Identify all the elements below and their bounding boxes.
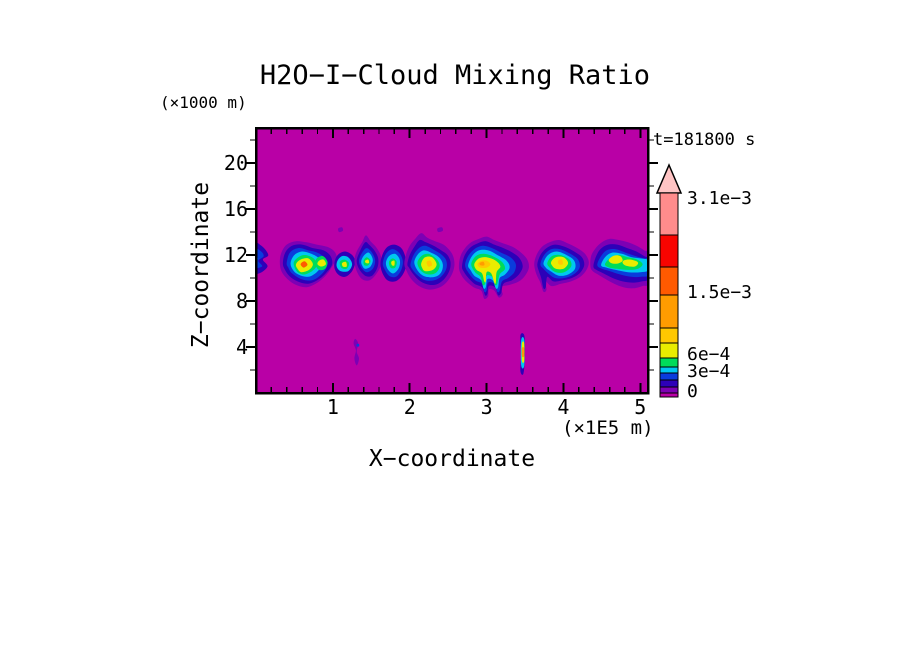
cloud-contour-cloud-g-right [622, 259, 639, 267]
cloud-contour-anvil-dot-1 [337, 227, 344, 233]
cloud-contours [256, 227, 648, 375]
colorbar-label: 0 [687, 381, 698, 402]
x-axis-unit-label: (×1E5 m) [562, 417, 654, 439]
colorbar-segment-orangered [659, 266, 679, 296]
timestamp-label: t=181800 s [653, 130, 756, 150]
colorbar-segment-blue [659, 372, 679, 381]
colorbar-segment-magenta [659, 392, 679, 398]
cloud-contour-cloud-g-right [608, 255, 623, 264]
cloud-contour-bridge [341, 261, 347, 267]
colorbar-overflow-arrow-icon [655, 163, 683, 194]
x-tick-labels: 1 2 3 4 5 [327, 395, 646, 419]
colorbar-label: 6e−4 [687, 344, 730, 365]
x-tick-label: 2 [404, 395, 416, 419]
cloud-contour-precip-wisp [356, 343, 360, 347]
x-tick-label: 4 [557, 395, 569, 419]
colorbar-segment-yellow [659, 342, 679, 359]
colorbar-segment-red [659, 234, 679, 268]
colorbar-label: 3e−4 [687, 361, 730, 382]
colorbar-segment-green [659, 357, 679, 368]
colorbar: 3.1e−3 1.5e−3 6e−43e−40 [655, 163, 752, 402]
chart-title: H2O−I−Cloud Mixing Ratio [259, 60, 651, 91]
cloud-contour-cloud-f [557, 259, 563, 265]
cloud-contour-precip-shaft [521, 347, 525, 358]
colorbar-segment-purple [659, 386, 679, 394]
z-tick-label: 20 [224, 151, 248, 175]
z-tick-label: 8 [236, 289, 248, 313]
colorbar-segment-salmon [659, 192, 679, 236]
cloud-contour-left-edge-chevron [256, 247, 264, 269]
cloud-contour-cloud-c [391, 260, 395, 266]
z-tick-label: 16 [224, 197, 248, 221]
z-axis-title: Z−coordinate [188, 181, 214, 349]
colorbar-segment-navy [659, 379, 679, 388]
x-tick-label: 5 [634, 395, 646, 419]
cloud-contour-cloud-a [317, 259, 326, 267]
z-tick-label: 4 [236, 335, 248, 359]
cloud-contour-cloud-e-spikes [479, 261, 485, 266]
colorbar-label: 3.1e−3 [687, 188, 752, 209]
z-tick-labels: 4 8 12 16 20 [224, 151, 248, 359]
z-tick-label: 12 [224, 243, 248, 267]
cloud-contour-anvil-dot-2 [437, 227, 444, 233]
x-tick-label: 1 [327, 395, 339, 419]
axis-ticks [246, 129, 658, 392]
cloud-contour-cloud-b-pointed [365, 259, 370, 264]
colorbar-segment-amber [659, 327, 679, 344]
cloud-contour-cloud-a [300, 261, 308, 268]
cloud-contour-cloud-d [426, 260, 433, 267]
colorbar-segment-cyan [659, 366, 679, 374]
colorbar-label: 1.5e−3 [687, 282, 752, 303]
x-tick-label: 3 [481, 395, 493, 419]
colorbar-segment-orange [659, 294, 679, 329]
z-axis-unit-label: (×1000 m) [160, 93, 247, 112]
plot-frame [254, 126, 650, 395]
x-axis-title: X−coordinate [368, 446, 536, 472]
